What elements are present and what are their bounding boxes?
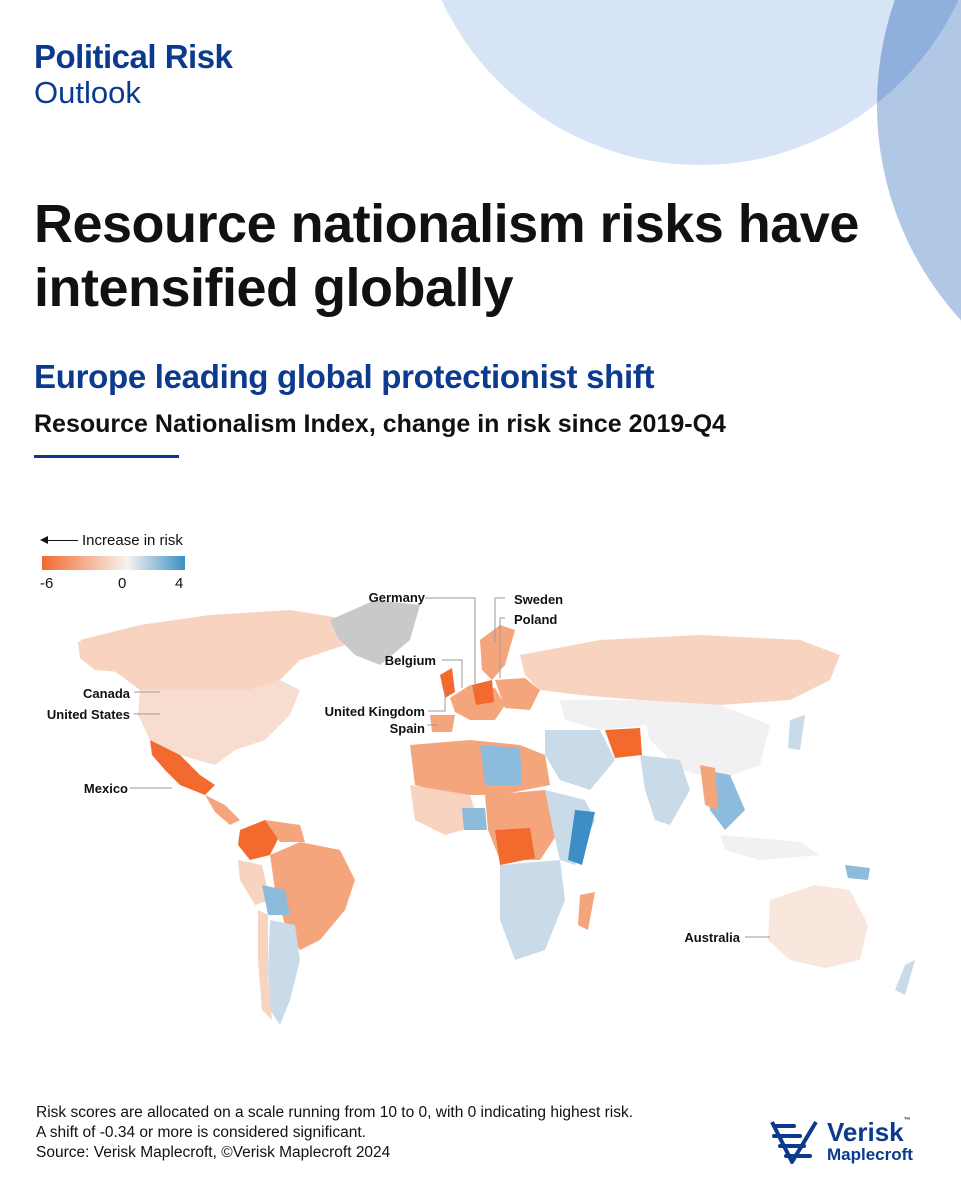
central-america-region [205,795,240,825]
chart-title: Resource Nationalism Index, change in ri… [34,410,726,438]
west-africa-region [410,785,480,835]
alaska-region [78,638,125,672]
myanmar-region [700,765,718,810]
source-line: Source: Verisk Maplecroft, ©Verisk Maple… [36,1144,391,1161]
brand-subtitle: Outlook [34,75,141,110]
bolivia-region [262,885,290,915]
uk-region [440,668,455,698]
legend-arrow-label: Increase in risk [82,532,183,549]
russia-region [520,635,840,705]
chile-region [258,910,272,1020]
legend-min: -6 [40,575,54,592]
callout-united-kingdom: United Kingdom [324,704,425,719]
logo-trademark: ™ [903,1117,911,1124]
libya-region [480,745,522,785]
drc-region [495,828,535,865]
spain-region [430,715,455,732]
footnote: Risk scores are allocated on a scale run… [36,1103,633,1163]
canada-region [80,610,360,695]
callout-canada: Canada [83,686,130,701]
callout-mexico: Mexico [83,781,128,796]
callout-lines [130,597,770,938]
central-asia-region [560,700,650,730]
mexico-region [150,740,215,795]
united-states-region [138,680,300,765]
scandinavia-region [480,625,515,680]
eastern-europe-region [495,678,540,710]
callout-australia: Australia [684,930,740,945]
germany-region [472,680,494,705]
venezuela-region [265,820,305,842]
verisk-maplecroft-logo: Verisk™ Maplecroft [770,1115,930,1170]
legend-color-ramp [42,556,185,570]
southern-africa-region [500,860,565,960]
brand-title: Political Risk [34,38,233,75]
colombia-region [238,820,280,860]
left-arrow-icon [40,536,78,544]
legend: Increase in risk -6 0 4 [38,530,198,600]
argentina-region [268,920,300,1025]
title-rule [34,455,179,458]
peru-region [238,860,270,905]
australia-region [768,885,868,968]
callout-spain: Spain [389,721,425,736]
new-zealand-region [895,960,915,995]
india-region [640,755,690,825]
callout-poland: Poland [514,612,558,627]
indonesia-region [720,835,820,860]
subhead: Europe leading global protectionist shif… [34,358,655,395]
callout-sweden: Sweden [514,592,564,607]
logo-subname: Maplecroft [827,1145,913,1164]
callout-belgium: Belgium [384,653,436,668]
legend-mid: 0 [118,575,127,592]
headline: Resource nationalism risks have intensif… [34,194,859,318]
logo-name-text: Verisk [827,1117,904,1147]
brazil-region [270,842,355,950]
greenland-region [330,600,420,665]
japan-region [788,715,805,750]
callout-germany: Germany [368,590,425,605]
footnote-line-1: Risk scores are allocated on a scale run… [36,1104,634,1121]
footnote-line-2: A shift of -0.34 or more is considered s… [36,1124,366,1141]
somalia-region [568,810,595,865]
logo-name: Verisk™ [827,1117,911,1148]
png-region [845,865,870,880]
middle-east-region [545,730,615,790]
nigeria-region [462,808,487,830]
legend-max: 4 [175,575,184,592]
afghanistan-region [605,728,642,758]
world-map [78,597,915,1025]
callout-united-states: United States [46,707,130,722]
madagascar-region [578,892,595,930]
north-africa-region [410,740,550,795]
verisk-logo-icon [770,1120,818,1164]
